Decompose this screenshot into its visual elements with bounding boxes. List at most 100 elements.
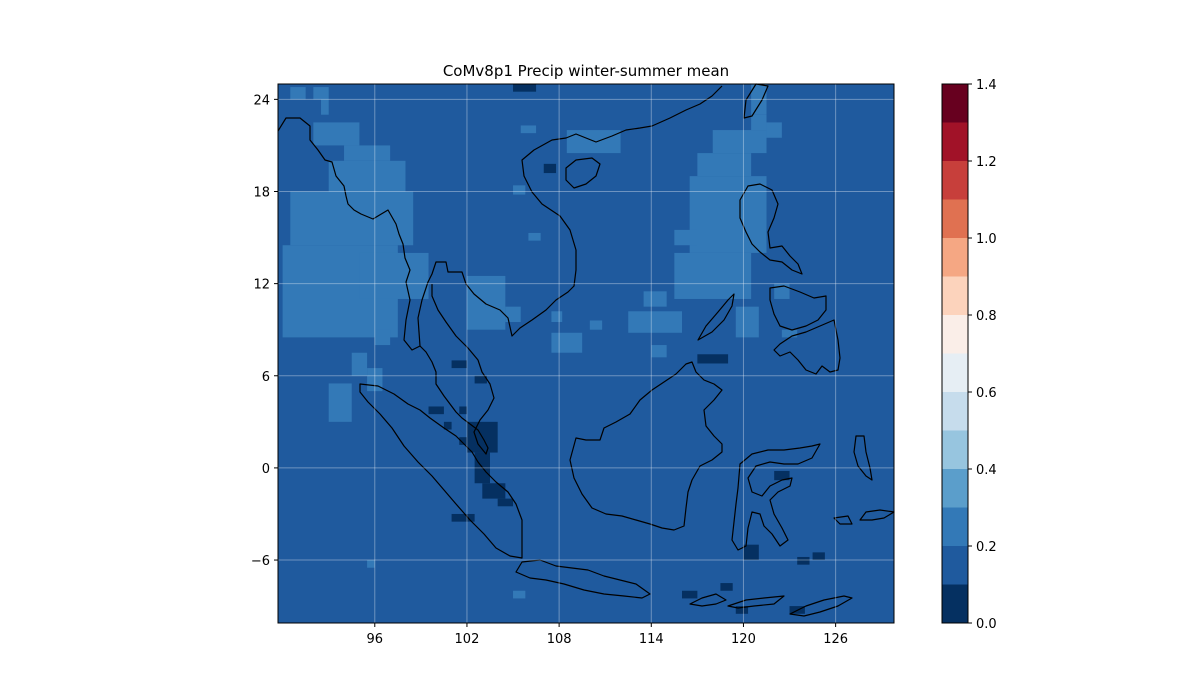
heatmap-region-39	[543, 163, 557, 174]
y-axis-ticks: −6 0 6 12 18 24	[251, 93, 278, 569]
heatmap-region-7	[313, 87, 329, 100]
heatmap-region-28	[697, 153, 752, 177]
heatmap-region-32	[751, 114, 767, 131]
chart-title: CoMv8p1 Precip winter-summer mean	[443, 62, 729, 80]
heatmap-region-43	[443, 421, 452, 430]
coastline-hainan	[565, 157, 601, 189]
x-tick-label: 102	[455, 632, 480, 647]
coastline-flores	[727, 595, 785, 609]
heatmap-region-26	[674, 252, 752, 299]
colorbar-tick-label: 1.2	[976, 155, 997, 170]
y-tick-label: −6	[251, 554, 270, 569]
x-tick-label: 126	[823, 632, 848, 647]
coastline-sulawesi	[731, 443, 821, 551]
coastline-visayas	[769, 285, 827, 331]
heatmap-region-10	[328, 383, 352, 422]
colorbar-swatch	[942, 430, 968, 469]
coastline-java	[515, 559, 651, 599]
x-tick-label: 120	[731, 632, 756, 647]
colorbar-swatch	[942, 546, 968, 585]
x-tick-label: 96	[367, 632, 384, 647]
y-tick-label: 0	[262, 462, 270, 477]
heatmap-cells	[282, 84, 825, 614]
heatmap-region-17	[520, 125, 537, 134]
colorbar-swatch	[942, 122, 968, 161]
heatmap-region-22	[589, 320, 603, 330]
coastline-taiwan	[743, 83, 769, 119]
heatmap-region-44	[459, 406, 467, 415]
x-tick-label: 108	[547, 632, 572, 647]
heatmap-region-25	[651, 345, 667, 358]
colorbar-swatch	[942, 315, 968, 354]
colorbar-swatch	[942, 84, 968, 123]
colorbar-tick-label: 0.6	[976, 386, 997, 401]
heatmap-region-14	[466, 275, 506, 330]
coastlines	[277, 83, 895, 617]
heatmap-region-49	[497, 498, 514, 507]
heatmap-region-8	[321, 99, 329, 115]
colorbar-swatch	[942, 238, 968, 277]
heatmap-region-40	[451, 360, 467, 369]
colorbar-swatch	[942, 507, 968, 546]
heatmap-region-19	[528, 232, 541, 241]
coastline-small-island	[833, 515, 853, 525]
coastline-indochina	[417, 85, 723, 347]
heatmap-region-38	[513, 84, 537, 92]
gridlines	[278, 84, 894, 623]
x-tick-label: 114	[639, 632, 664, 647]
coastline-palawan	[697, 293, 735, 341]
coastline-borneo	[569, 361, 723, 531]
colorbar: 0.0 0.2 0.4 0.6 0.8 1.0 1.2 1.4	[941, 78, 997, 632]
colorbar-tick-label: 0.4	[976, 463, 997, 478]
coastline-lombok-sumbawa	[689, 593, 727, 607]
coastline-luzon	[739, 183, 803, 275]
heatmap-region-33	[751, 84, 767, 115]
colorbar-tick-label: 0.2	[976, 540, 997, 555]
heatmap-region-41	[474, 375, 487, 384]
heatmap-region-15	[505, 306, 521, 323]
heatmap-region-27	[689, 176, 767, 253]
colorbar-tick-label: 0.8	[976, 309, 997, 324]
heatmap-region-2	[328, 160, 406, 192]
heatmap-region-5	[313, 122, 360, 146]
colorbar-swatch	[942, 276, 968, 315]
coastline-halmahera	[853, 435, 873, 481]
y-tick-label: 18	[253, 185, 270, 200]
coastline-timor	[789, 595, 853, 617]
heatmap-region-52	[720, 583, 733, 591]
heatmap-region-54	[774, 470, 790, 481]
heatmap-region-16	[513, 185, 526, 195]
heatmap-region-58	[735, 606, 749, 614]
colorbar-swatch	[942, 469, 968, 508]
heatmap-region-4	[359, 252, 429, 299]
x-axis-ticks: 96 102 108 114 120 126	[367, 623, 848, 647]
colorbar-swatch	[942, 199, 968, 238]
heatmap-region-57	[682, 590, 698, 599]
colorbar-swatch	[942, 353, 968, 392]
heatmap-region-36	[781, 329, 798, 338]
heatmap-region-21	[551, 332, 583, 353]
heatmap-region-56	[812, 552, 825, 561]
heatmap-region-51	[697, 354, 729, 364]
coastline-sumatra	[359, 383, 523, 559]
heatmap-region-53	[743, 544, 759, 561]
heatmap-region-1	[290, 191, 414, 246]
coastline-new-guinea	[859, 509, 895, 521]
colorbar-swatch	[942, 584, 968, 623]
map-plot-area	[277, 83, 895, 624]
coastline-mindanao	[773, 319, 841, 375]
heatmap-region-29	[712, 130, 767, 154]
heatmap-region-30	[674, 229, 698, 246]
heatmap-region-55	[797, 556, 810, 565]
coastline-malay-peninsula	[419, 284, 495, 455]
colorbar-swatch	[942, 161, 968, 200]
colorbar-swatches	[942, 84, 968, 623]
heatmap-region-12	[374, 329, 391, 346]
heatmap-region-3	[344, 145, 391, 161]
heatmap-region-48	[482, 483, 506, 499]
y-tick-label: 24	[253, 93, 270, 108]
coastline-myanmar	[277, 117, 421, 351]
colorbar-frame	[941, 83, 969, 624]
heatmap-region-23	[628, 311, 683, 333]
